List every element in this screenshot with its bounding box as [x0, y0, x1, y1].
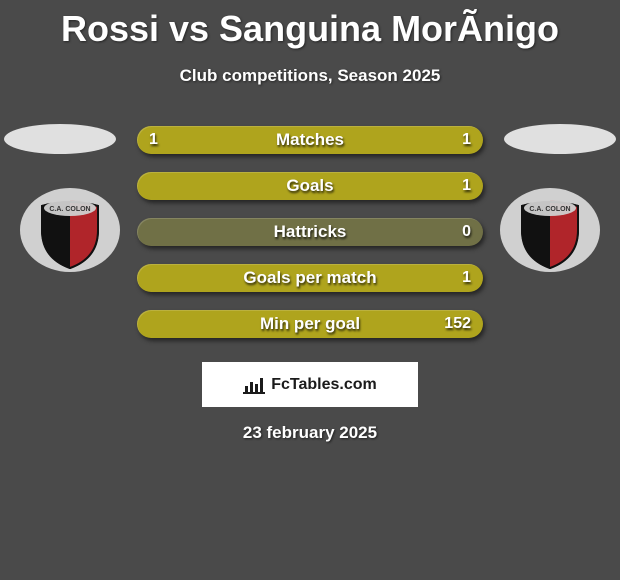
- stat-row: Min per goal 152: [137, 310, 483, 338]
- stat-label: Min per goal: [260, 314, 360, 334]
- stat-right-value: 152: [444, 315, 471, 333]
- stat-label: Goals per match: [243, 268, 376, 288]
- page-title: Rossi vs Sanguina MorÃ­nigo: [0, 0, 620, 50]
- chart-icon: [243, 376, 265, 394]
- svg-text:C.A. COLON: C.A. COLON: [529, 206, 570, 213]
- stat-row: 1 Matches 1: [137, 126, 483, 154]
- stat-right-value: 1: [462, 177, 471, 195]
- avatar-left: [4, 124, 116, 154]
- club-badge-right: C.A. COLON: [500, 188, 600, 272]
- stat-right-value: 0: [462, 223, 471, 241]
- avatar-right: [504, 124, 616, 154]
- stat-row: Hattricks 0: [137, 218, 483, 246]
- stat-row: Goals per match 1: [137, 264, 483, 292]
- stat-label: Goals: [286, 176, 333, 196]
- attribution-text: FcTables.com: [271, 376, 377, 394]
- svg-text:C.A. COLON: C.A. COLON: [49, 206, 90, 213]
- comparison-panel: C.A. COLON C.A. COLON 1 Matches 1 Goals 1 Hat…: [0, 126, 620, 443]
- date: 23 february 2025: [0, 423, 620, 443]
- stat-row: Goals 1: [137, 172, 483, 200]
- attribution: FcTables.com: [202, 362, 418, 407]
- subtitle: Club competitions, Season 2025: [0, 50, 620, 86]
- stat-label: Matches: [276, 130, 344, 150]
- stat-right-value: 1: [462, 269, 471, 287]
- club-badge-left: C.A. COLON: [20, 188, 120, 272]
- stats-bars: 1 Matches 1 Goals 1 Hattricks 0 Goals per match…: [137, 126, 483, 338]
- stat-right-value: 1: [462, 131, 471, 149]
- stat-left-value: 1: [149, 131, 158, 149]
- stat-label: Hattricks: [274, 222, 347, 242]
